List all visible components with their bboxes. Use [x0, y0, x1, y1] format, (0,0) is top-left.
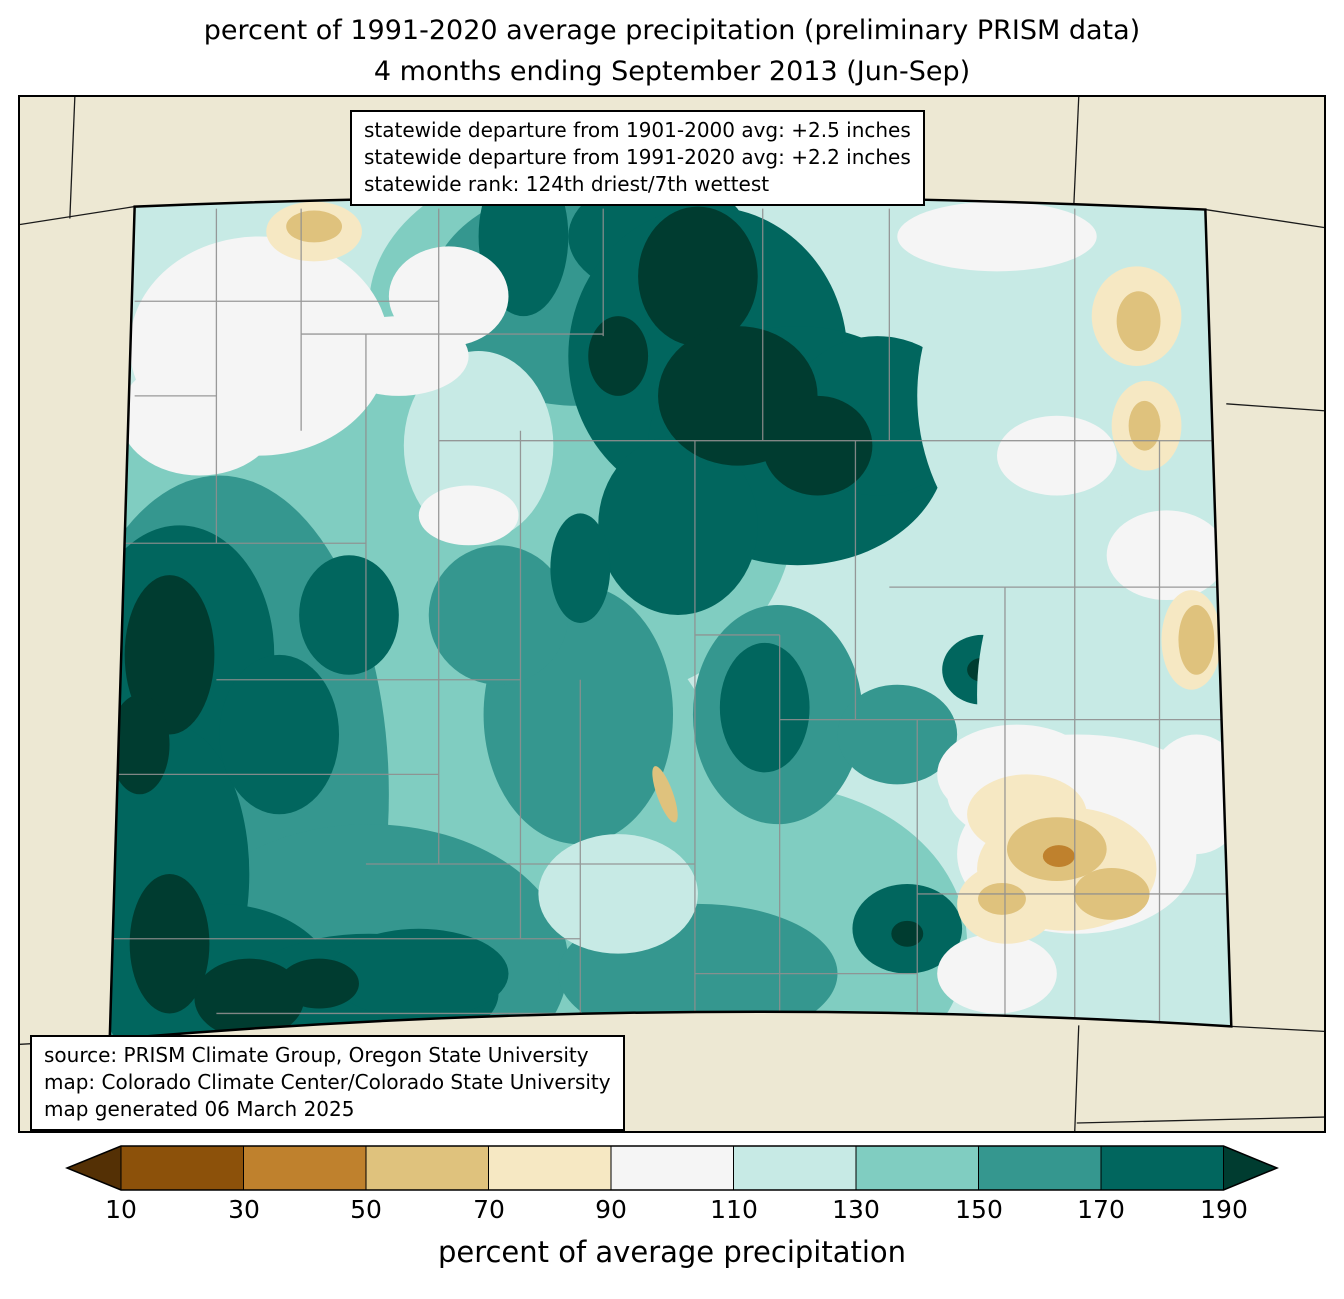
title-line-2: 4 months ending September 2013 (Jun-Sep)	[373, 56, 971, 87]
tick-130: 130	[832, 1195, 880, 1224]
map-area: statewide departure from 1901-2000 avg: …	[18, 95, 1326, 1133]
tick-170: 170	[1077, 1195, 1125, 1224]
stats-box: statewide departure from 1901-2000 avg: …	[350, 110, 925, 206]
colorbar-seg-50-70	[366, 1146, 489, 1190]
county-lines	[109, 208, 1232, 1034]
precip-field	[109, 196, 1232, 1040]
figure-title: percent of 1991-2020 average precipitati…	[0, 0, 1344, 92]
precip-gt-190	[109, 206, 1152, 1039]
stats-line-1: statewide departure from 1901-2000 avg: …	[364, 118, 911, 142]
tick-70: 70	[473, 1195, 505, 1224]
stats-line-3: statewide rank: 124th driest/7th wettest	[364, 172, 770, 196]
tick-30: 30	[228, 1195, 260, 1224]
colorado-precip-map	[20, 97, 1324, 1131]
colorbar-seg-170-190	[1101, 1146, 1224, 1190]
tick-190: 190	[1200, 1195, 1248, 1224]
colorbar-area: 10 30 50 70 90 110 130 150 170 190 perce…	[0, 1133, 1344, 1269]
colorbar	[65, 1145, 1279, 1191]
tick-110: 110	[710, 1195, 758, 1224]
source-line-3: map generated 06 March 2025	[44, 1097, 355, 1121]
colorbar-right-arrow	[1223, 1146, 1277, 1190]
colorbar-seg-70-90	[488, 1146, 611, 1190]
colorbar-ticks: 10 30 50 70 90 110 130 150 170 190	[65, 1193, 1279, 1229]
source-box: source: PRISM Climate Group, Oregon Stat…	[30, 1035, 625, 1131]
tick-10: 10	[105, 1195, 137, 1224]
colorbar-seg-10-30	[121, 1146, 244, 1190]
tick-90: 90	[595, 1195, 627, 1224]
colorbar-seg-130-150	[856, 1146, 979, 1190]
title-line-1: percent of 1991-2020 average precipitati…	[203, 15, 1141, 46]
source-line-1: source: PRISM Climate Group, Oregon Stat…	[44, 1043, 589, 1067]
source-line-2: map: Colorado Climate Center/Colorado St…	[44, 1070, 611, 1094]
colorbar-seg-150-170	[978, 1146, 1101, 1190]
colorbar-seg-30-50	[243, 1146, 366, 1190]
colorbar-left-arrow	[67, 1146, 121, 1190]
colorbar-outline	[65, 1145, 1279, 1191]
colorbar-label: percent of average precipitation	[437, 1235, 907, 1269]
colorbar-seg-90-110	[611, 1146, 734, 1190]
stats-line-2: statewide departure from 1991-2020 avg: …	[364, 145, 911, 169]
tick-50: 50	[350, 1195, 382, 1224]
tick-150: 150	[955, 1195, 1003, 1224]
colorbar-seg-110-130	[733, 1146, 856, 1190]
colorbar-svg	[65, 1145, 1279, 1191]
precip-30-50	[1042, 845, 1075, 868]
colorbar-dividers	[120, 1146, 1224, 1190]
